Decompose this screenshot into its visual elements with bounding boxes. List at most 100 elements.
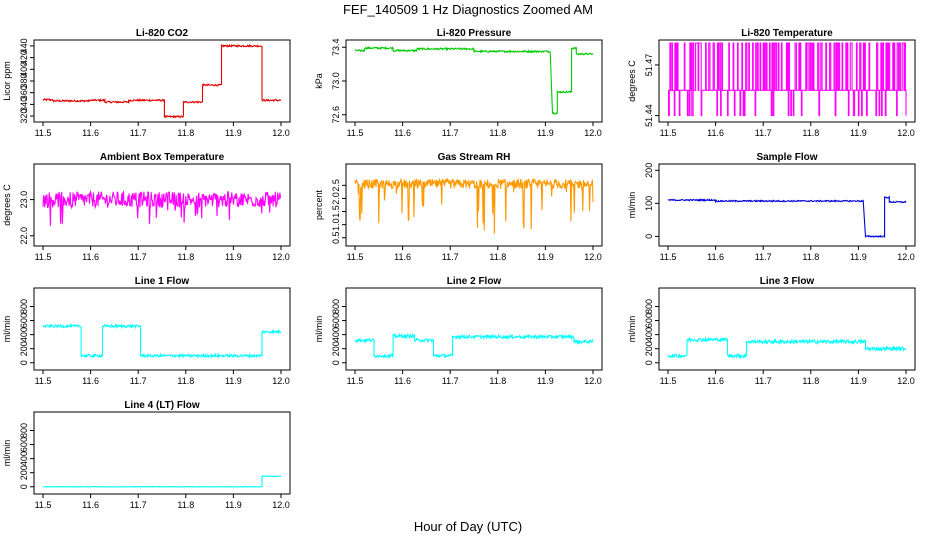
- y-tick-label: 0: [644, 234, 654, 239]
- y-tick-label: 320: [19, 109, 29, 124]
- panel-2: Li-820 Pressure kPa 11.5 11.6 11.7 11.8 11.9 12…: [314, 28, 603, 138]
- panel-9: Line 3 Flow ml/min 11.5 11.6 11.7 11.8 11.9 12.…: [627, 276, 916, 386]
- y-tick-label: 73.0: [331, 72, 341, 90]
- x-tick-label: 11.5: [347, 252, 364, 262]
- series-line: [667, 336, 907, 360]
- panel-8: Line 2 Flow ml/min 11.5 11.6 11.7 11.8 11.9 12.…: [314, 276, 603, 386]
- plot-frame: [33, 411, 291, 495]
- x-tick-label: 11.7: [130, 500, 147, 510]
- y-tick-label: 2.5: [331, 179, 341, 192]
- x-tick-label: 12.0: [584, 128, 602, 138]
- panel-title: Li-820 Pressure: [437, 28, 512, 39]
- x-tick-label: 11.7: [442, 376, 459, 386]
- x-tick-label: 11.8: [177, 376, 194, 386]
- y-tick-label: 23.0: [19, 191, 29, 209]
- panel-title: Li-820 CO2: [136, 28, 189, 39]
- x-tick-label: 11.5: [660, 128, 677, 138]
- x-tick-label: 11.9: [537, 128, 554, 138]
- x-tick-label: 12.0: [584, 376, 602, 386]
- series-line: [667, 195, 907, 239]
- x-tick-label: 11.9: [225, 500, 242, 510]
- x-tick-label: 11.6: [82, 376, 99, 386]
- panel-5: Gas Stream RH percent 11.5 11.6 11.7 11.8 11.9…: [314, 152, 603, 262]
- series-line: [354, 332, 594, 359]
- panel-10: Line 4 (LT) Flow ml/min 11.5 11.6 11.7 11.8 11…: [2, 400, 291, 510]
- y-axis-label: ml/min: [627, 316, 637, 343]
- y-tick-label: 2.0: [331, 192, 341, 205]
- y-tick-label: 800: [644, 299, 654, 314]
- x-tick-label: 12.0: [584, 252, 602, 262]
- x-tick-label: 11.9: [225, 376, 242, 386]
- y-tick-label: 200: [331, 341, 341, 356]
- x-tick-label: 12.0: [897, 252, 915, 262]
- y-tick-label: 1.5: [331, 205, 341, 218]
- panel-3: Li-820 Temperature degrees C 11.5 11.6 11.7 1…: [627, 28, 916, 138]
- x-tick-label: 11.7: [442, 252, 459, 262]
- y-tick-label: 72.6: [331, 106, 341, 124]
- y-tick-label: 800: [331, 299, 341, 314]
- y-tick-label: 340: [19, 97, 29, 112]
- y-tick-label: 200: [19, 465, 29, 480]
- x-tick-label: 11.5: [347, 128, 364, 138]
- y-tick-label: 440: [19, 38, 29, 53]
- y-tick-label: 400: [331, 327, 341, 342]
- y-tick-label: 0: [331, 360, 341, 365]
- panel-title: Line 2 Flow: [447, 276, 502, 287]
- y-axis-label: Licor ppm: [2, 61, 12, 101]
- x-tick-label: 11.8: [489, 376, 506, 386]
- y-tick-label: 200: [644, 163, 654, 178]
- panel-title: Ambient Box Temperature: [100, 152, 225, 163]
- series-line: [42, 323, 282, 359]
- x-tick-label: 11.8: [802, 376, 819, 386]
- y-tick-label: 0: [644, 360, 654, 365]
- x-tick-label: 11.9: [537, 376, 554, 386]
- x-tick-label: 11.6: [707, 128, 724, 138]
- x-tick-label: 11.6: [707, 376, 724, 386]
- plot-frame: [658, 39, 916, 123]
- series-line: [42, 189, 282, 226]
- x-tick-label: 11.6: [394, 376, 411, 386]
- x-tick-label: 11.5: [660, 252, 677, 262]
- x-tick-label: 11.8: [177, 252, 194, 262]
- panel-title: Sample Flow: [756, 152, 817, 163]
- x-tick-label: 11.5: [660, 376, 677, 386]
- x-tick-label: 11.7: [442, 128, 459, 138]
- y-tick-label: 360: [19, 85, 29, 100]
- y-tick-label: 420: [19, 50, 29, 65]
- plot-frame: [33, 163, 291, 247]
- y-tick-label: 800: [19, 299, 29, 314]
- y-tick-label: 600: [19, 313, 29, 328]
- x-tick-label: 11.6: [82, 500, 99, 510]
- y-axis-label: ml/min: [2, 316, 12, 343]
- plot-frame: [658, 163, 916, 247]
- plot-frame: [33, 287, 291, 371]
- x-tick-label: 12.0: [272, 252, 290, 262]
- y-tick-label: 0.5: [331, 232, 341, 245]
- panel-title: Line 3 Flow: [760, 276, 815, 287]
- x-tick-label: 11.8: [177, 128, 194, 138]
- y-axis-label: degrees C: [627, 60, 637, 102]
- panel-7: Line 1 Flow ml/min 11.5 11.6 11.7 11.8 11.9 12.…: [2, 276, 291, 386]
- y-tick-label: 1.0: [331, 218, 341, 231]
- panel-6: Sample Flow ml/min 11.5 11.6 11.7 11.8 11.9 12.…: [627, 152, 916, 262]
- y-tick-label: 400: [19, 327, 29, 342]
- y-tick-label: 600: [331, 313, 341, 328]
- y-tick-label: 200: [644, 341, 654, 356]
- x-tick-label: 11.9: [850, 252, 867, 262]
- x-tick-label: 11.6: [394, 128, 411, 138]
- x-tick-label: 11.9: [850, 128, 867, 138]
- x-tick-label: 12.0: [272, 500, 290, 510]
- plot-frame: [345, 39, 603, 123]
- plot-frame: [33, 39, 291, 123]
- x-tick-label: 12.0: [897, 376, 915, 386]
- figure-title: FEF_140509 1 Hz Diagnostics Zoomed AM: [343, 2, 593, 17]
- y-tick-label: 51.44: [644, 104, 654, 127]
- series-line: [668, 42, 907, 117]
- x-tick-label: 11.7: [755, 252, 772, 262]
- series-line: [354, 177, 594, 234]
- y-axis-label: percent: [314, 189, 324, 220]
- x-tick-label: 11.6: [707, 252, 724, 262]
- panel-title: Li-820 Temperature: [741, 28, 833, 39]
- x-tick-label: 11.5: [35, 128, 52, 138]
